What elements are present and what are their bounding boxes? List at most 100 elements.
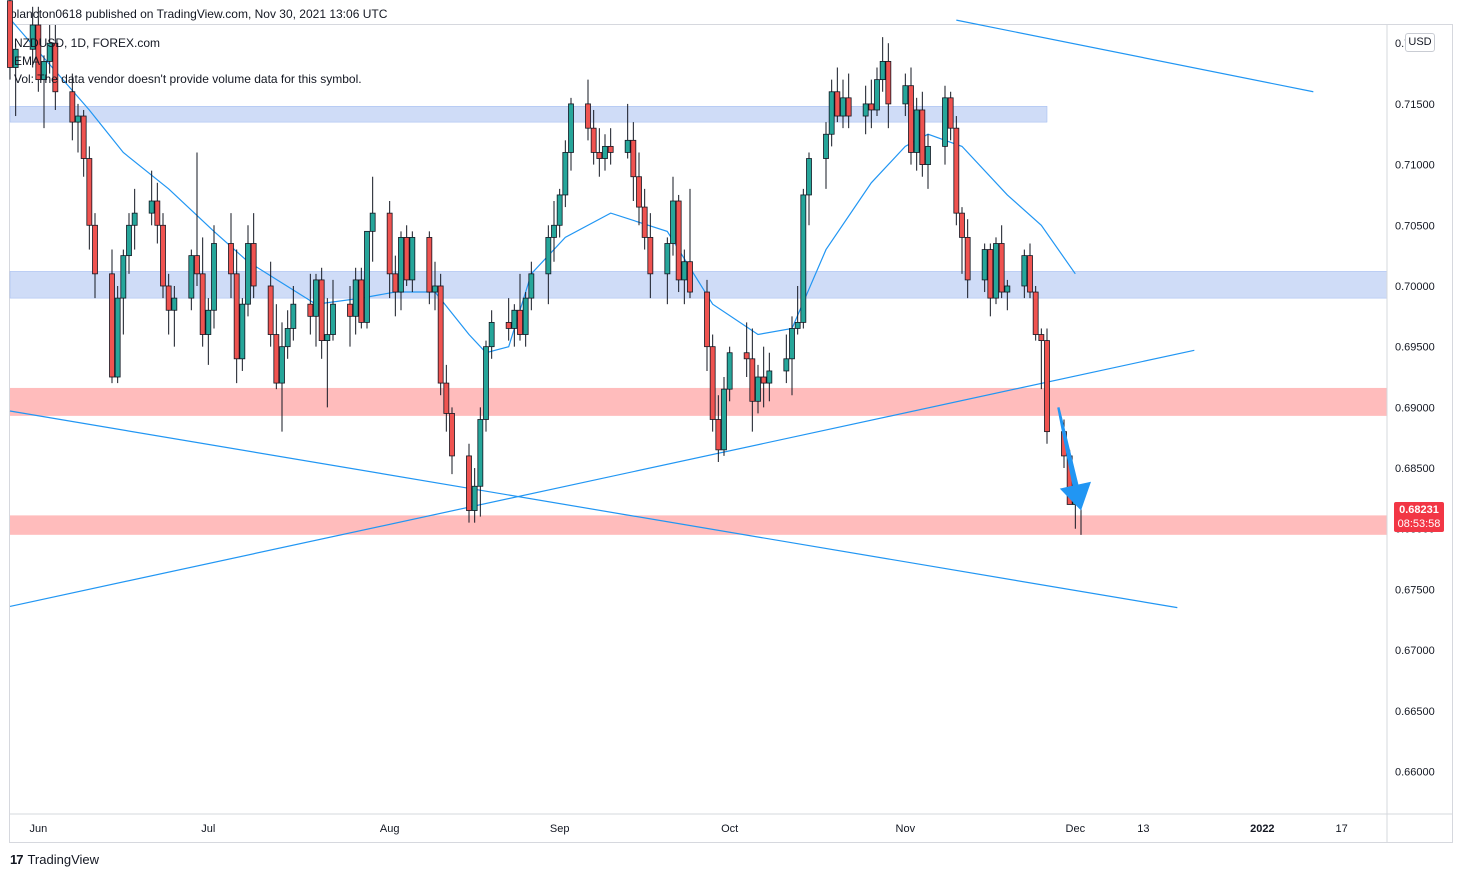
candle-body (823, 133, 829, 159)
candle-body (664, 243, 671, 275)
candle-body (874, 79, 880, 111)
symbol-line[interactable]: NZDUSD, 1D, FOREX.com (14, 36, 161, 50)
tradingview-logo-icon: 17 (10, 852, 24, 867)
chart-pane[interactable] (9, 24, 1453, 843)
candle-body (228, 243, 234, 275)
candle-body (290, 303, 297, 329)
candle-body (239, 303, 246, 360)
candle-body (403, 237, 410, 281)
candle-body (398, 237, 404, 293)
zones-layer (9, 106, 1388, 535)
candle-body (194, 255, 200, 275)
candle-body (358, 279, 365, 323)
candle-body (568, 103, 574, 153)
candle-body (273, 334, 280, 384)
candle-body (715, 419, 722, 451)
candle-body (902, 85, 909, 105)
candle-body (29, 24, 36, 50)
currency-button[interactable]: USD (1405, 33, 1435, 52)
candle-body (709, 346, 716, 420)
candle-body (92, 224, 98, 275)
price-tick-label: 0.67000 (1395, 645, 1435, 657)
candle-body (607, 145, 614, 153)
indicator-label[interactable]: EMA (14, 54, 41, 68)
candle-body (687, 261, 693, 293)
candle-body (199, 273, 206, 335)
candles-layer (7, 0, 1084, 535)
candle-body (307, 303, 314, 317)
candle-body (86, 158, 93, 226)
price-tick-label: 0.67500 (1395, 584, 1435, 596)
candle-body (511, 309, 518, 329)
candle-body (364, 230, 370, 323)
candle-body (919, 109, 926, 165)
candle-body (466, 455, 472, 511)
candle-body (636, 176, 642, 208)
candle-body (641, 206, 648, 238)
candle-body (318, 279, 325, 341)
candle-body (188, 255, 195, 299)
price-tick-label: 0.71000 (1395, 160, 1435, 172)
candle-body (556, 194, 563, 226)
trendline-0 (9, 410, 1178, 609)
candle-body (953, 127, 960, 214)
bar-countdown: 08:53:58 (1397, 518, 1441, 530)
candle-body (449, 413, 455, 457)
candle-body (505, 321, 512, 329)
candle-body (947, 97, 954, 129)
candle-body (245, 243, 251, 305)
candle-body (160, 224, 166, 287)
candle-body (211, 243, 217, 311)
candle-body (925, 145, 931, 165)
candle-body (41, 61, 47, 81)
candle-body (602, 145, 608, 159)
candle-body (998, 243, 1005, 293)
candle-body (840, 97, 846, 117)
trendline-2 (956, 19, 1314, 93)
candle-body (959, 212, 965, 238)
price-tick-label: 0.68500 (1395, 463, 1435, 475)
candle-body (352, 279, 359, 317)
candle-body (630, 139, 637, 178)
candle-body (585, 103, 591, 129)
candle-body (267, 285, 274, 335)
candle-body (545, 237, 552, 275)
arrow-layer (1057, 407, 1091, 511)
candle-body (35, 24, 42, 81)
candle-body (483, 346, 489, 420)
candle-body (392, 273, 399, 293)
time-tick-label: 13 (1137, 823, 1149, 835)
brand-name: TradingView (27, 852, 100, 867)
candle-body (783, 358, 790, 372)
chart-legend: NZDUSD, 1D, FOREX.com EMA Vol: The data … (14, 34, 362, 88)
candle-body (562, 152, 569, 196)
candle-body (834, 91, 841, 117)
price-tick-label: 0.71500 (1395, 99, 1435, 111)
candle-body (279, 346, 285, 384)
down-arrow-annotation (1057, 407, 1091, 511)
last-price-tag: 0.68231 08:53:58 (1394, 502, 1444, 532)
last-price: 0.68231 (1399, 504, 1439, 516)
candle-body (749, 358, 756, 402)
axes-layer: 0.720000.715000.710000.705000.700000.695… (10, 25, 1452, 842)
candle-body (522, 297, 529, 335)
price-tick-label: 0.69000 (1395, 402, 1435, 414)
price-tick-label: 0.66500 (1395, 706, 1435, 718)
candle-body (437, 285, 444, 384)
candle-body (743, 352, 750, 360)
candle-body (109, 273, 115, 378)
candle-body (80, 115, 87, 159)
candle-body (913, 109, 920, 153)
candle-body (845, 97, 852, 117)
candle-body (760, 376, 767, 384)
candle-body (517, 309, 523, 335)
tradingview-brand[interactable]: 17 TradingView (10, 852, 99, 867)
candle-body (528, 273, 535, 299)
volume-note: Vol: The data vendor doesn't provide vol… (14, 72, 362, 86)
price-tick-label: 0.70000 (1395, 281, 1435, 293)
candle-body (800, 194, 807, 323)
candle-body (233, 273, 240, 360)
candle-body (1032, 291, 1039, 335)
candle-body (908, 85, 914, 153)
